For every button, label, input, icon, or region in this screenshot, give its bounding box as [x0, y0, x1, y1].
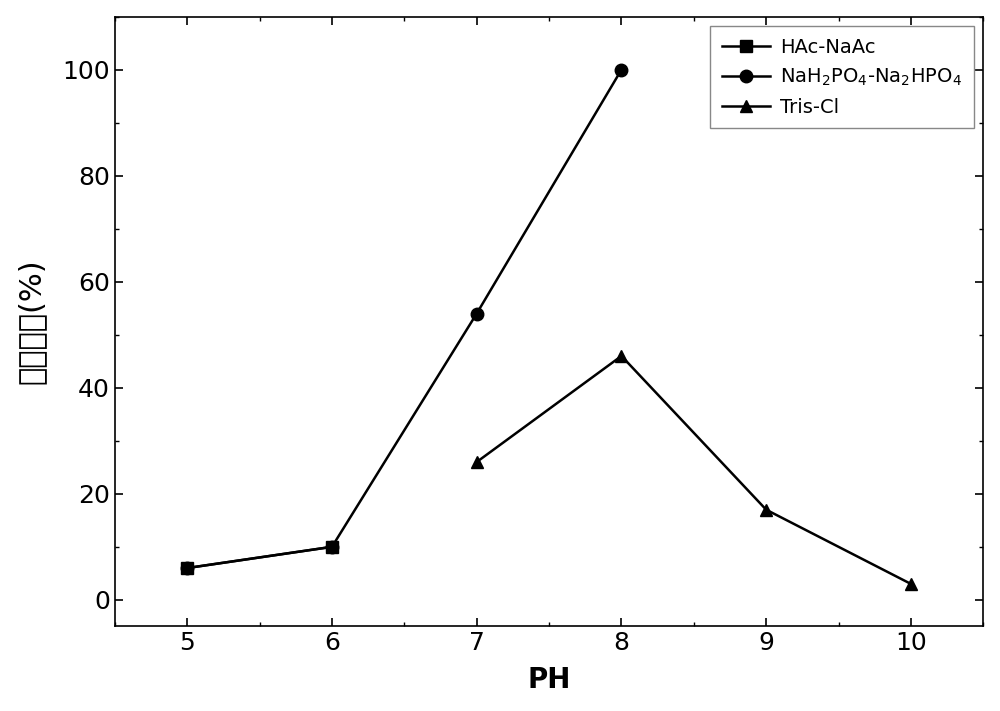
Y-axis label: 相对活性(%): 相对活性(%)	[17, 259, 46, 385]
Legend: HAc-NaAc, NaH$_2$PO$_4$-Na$_2$HPO$_4$, Tris-Cl: HAc-NaAc, NaH$_2$PO$_4$-Na$_2$HPO$_4$, T…	[710, 26, 974, 129]
HAc-NaAc	[326, 542, 338, 551]
NaH$_2$PO$_4$-Na$_2$HPO$_4$	[615, 65, 627, 74]
Line: NaH$_2$PO$_4$-Na$_2$HPO$_4$: NaH$_2$PO$_4$-Na$_2$HPO$_4$	[181, 63, 628, 574]
NaH$_2$PO$_4$-Na$_2$HPO$_4$	[181, 564, 193, 572]
Line: Tris-Cl: Tris-Cl	[471, 351, 917, 589]
X-axis label: PH: PH	[527, 666, 571, 695]
Tris-Cl	[615, 352, 627, 360]
Line: HAc-NaAc: HAc-NaAc	[182, 541, 338, 574]
Tris-Cl	[905, 579, 917, 588]
HAc-NaAc	[181, 564, 193, 572]
NaH$_2$PO$_4$-Na$_2$HPO$_4$	[471, 309, 483, 318]
NaH$_2$PO$_4$-Na$_2$HPO$_4$	[326, 542, 338, 551]
Tris-Cl	[760, 506, 772, 514]
Tris-Cl	[471, 458, 483, 466]
